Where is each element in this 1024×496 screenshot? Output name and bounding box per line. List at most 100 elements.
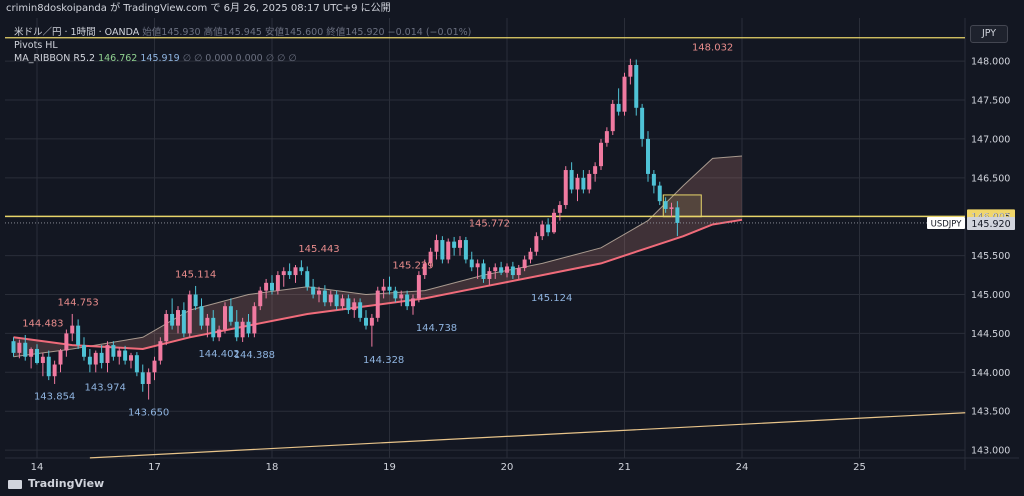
ma-ribbon-name: MA_RIBBON R5.2 [14, 53, 96, 64]
candle-body [540, 224, 545, 237]
time-tick-label[interactable]: 24 [736, 462, 749, 473]
ohlc-change: −0.014 (−0.01%) [387, 27, 472, 38]
price-tick-label[interactable]: 145.500 [971, 251, 1010, 262]
ma-ribbon-indicator[interactable]: MA_RIBBON R5.2 146.762 145.919 ∅ ∅ 0.000… [14, 52, 471, 65]
candle-body [358, 302, 363, 318]
candle-body [510, 266, 515, 276]
candle-body [599, 142, 603, 167]
candle-body [346, 298, 351, 311]
candle-body [23, 342, 28, 357]
publish-line: crimin8doskoipanda が TradingView.com で 6… [6, 3, 391, 14]
candle-body [111, 345, 116, 357]
horizontal-lines[interactable]: 146.005USDJPY145.920 [5, 37, 1015, 230]
candle-body [493, 267, 498, 272]
candle-body [522, 259, 527, 269]
price-tick-label[interactable]: 145.000 [971, 290, 1010, 301]
candle-body [270, 282, 274, 291]
candle-body [252, 306, 257, 334]
candle-body [364, 317, 368, 326]
candle-body [581, 177, 586, 190]
pivot-low-label: 144.402 [198, 349, 239, 360]
time-tick-label[interactable]: 19 [383, 462, 396, 473]
candle-body [587, 173, 592, 190]
candle-body [322, 290, 327, 303]
currency-badge[interactable]: JPY [970, 25, 1008, 43]
price-tick-label[interactable]: 143.000 [971, 446, 1010, 457]
candle-body [669, 207, 674, 209]
candle-body [29, 348, 34, 357]
time-tick-label[interactable]: 20 [501, 462, 514, 473]
brand-label: TradingView [28, 477, 105, 490]
price-tick-label[interactable]: 143.500 [971, 407, 1010, 418]
candle-body [275, 275, 280, 291]
time-tick-label[interactable]: 21 [618, 462, 631, 473]
price-axis[interactable]: 143.000 143.500 144.000 144.500 145.000 145.5… [971, 57, 1010, 457]
symbol-line[interactable]: 米ドル／円 · 1時間 · OANDA [14, 27, 140, 38]
ribbon-fill [13, 156, 742, 357]
candle-body [93, 352, 98, 365]
candle-body [58, 350, 63, 365]
footer: TradingView [0, 472, 1024, 496]
range-box[interactable] [662, 194, 702, 218]
candle-body [328, 294, 333, 303]
candle-body [663, 201, 668, 209]
ohlc-close-label: 終値 [326, 27, 346, 38]
candle-body [487, 271, 492, 279]
symbol-tag[interactable] [927, 216, 965, 229]
pivot-low-label: 143.974 [84, 382, 125, 393]
pivots-indicator[interactable]: Pivots HL [14, 40, 58, 51]
pivot-low-label: 144.388 [234, 350, 275, 361]
time-tick-label[interactable]: 18 [266, 462, 279, 473]
ohlc-low-label: 安値 [264, 27, 284, 38]
tradingview-logo[interactable]: TradingView [8, 472, 104, 496]
candle-body [240, 321, 245, 338]
candle-body [352, 302, 357, 311]
candlestick-chart[interactable]: 146.005USDJPY145.920 144.483143.854144.7… [5, 18, 1019, 473]
ohlc-high-label: 高値 [203, 27, 223, 38]
candle-body [546, 224, 551, 233]
price-tick-label[interactable]: 144.000 [971, 368, 1010, 379]
candle-body [76, 325, 81, 346]
time-tick-label[interactable]: 14 [31, 462, 44, 473]
time-tick-label[interactable]: 17 [148, 462, 161, 473]
price-tick-label[interactable]: 148.000 [971, 57, 1010, 68]
candle-body [35, 348, 39, 363]
candle-body [452, 241, 457, 248]
candle-body [434, 240, 439, 252]
legend: 米ドル／円 · 1時間 · OANDA 始値145.930 高値145.945 … [14, 26, 471, 65]
candle-body [181, 310, 186, 334]
candle-body [140, 372, 145, 384]
symbol-tag-label: USDJPY [931, 219, 963, 229]
time-tick-label[interactable]: 25 [853, 462, 866, 473]
candle-body [399, 294, 404, 299]
support-trendline[interactable] [89, 412, 966, 459]
candle-body [205, 317, 210, 326]
candle-body [458, 240, 462, 248]
candle-body [646, 138, 650, 174]
time-axis[interactable]: 14 17 18 19 20 21 24 25 [31, 462, 866, 473]
candle-body [176, 310, 180, 326]
pivot-low-label: 144.738 [416, 323, 457, 334]
candle-body [469, 259, 474, 268]
trendline[interactable] [89, 412, 966, 459]
candle-body [416, 275, 421, 299]
candle-body [117, 350, 122, 357]
price-tick-label[interactable]: 144.500 [971, 329, 1010, 340]
price-tick-label[interactable]: 146.000 [971, 212, 1010, 223]
legend-symbol-row: 米ドル／円 · 1時間 · OANDA 始値145.930 高値145.945 … [14, 26, 471, 39]
candle-body [193, 294, 198, 307]
chart-panel[interactable]: 146.005USDJPY145.920 144.483143.854144.7… [5, 18, 1019, 473]
price-tick-label[interactable]: 147.500 [971, 96, 1010, 107]
candle-body [246, 321, 251, 334]
price-tick-label[interactable]: 146.500 [971, 173, 1010, 184]
candle-body [64, 333, 69, 351]
candle-body [557, 205, 562, 213]
candle-body [334, 294, 339, 307]
candle-body [593, 166, 598, 174]
last-price-tag[interactable] [967, 216, 1015, 230]
candle-body [610, 103, 615, 132]
candle-body [563, 170, 568, 206]
price-tick-label[interactable]: 147.000 [971, 134, 1010, 145]
candle-body [475, 263, 480, 268]
ohlc-high: 145.945 [222, 27, 262, 38]
